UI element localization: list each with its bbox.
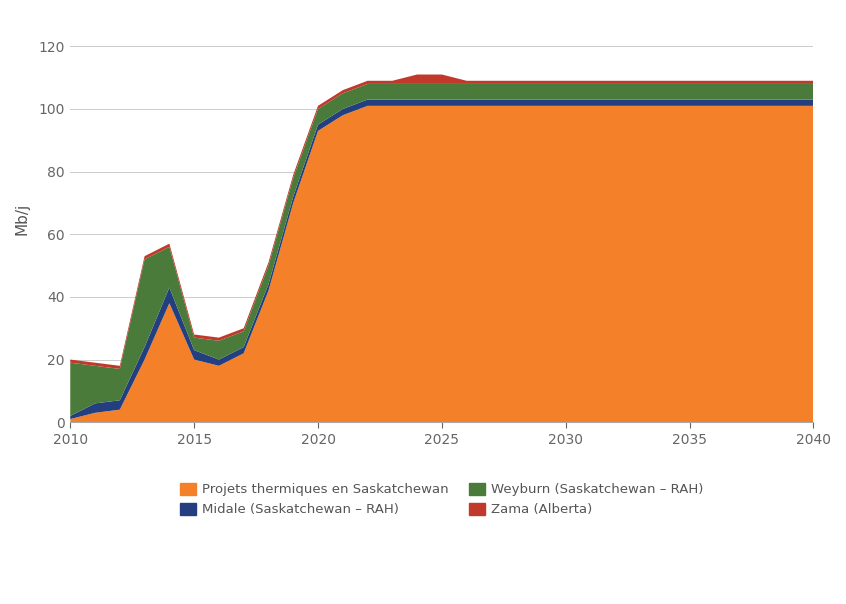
Y-axis label: Mb/j: Mb/j bbox=[15, 202, 30, 235]
Legend: Projets thermiques en Saskatchewan, Midale (Saskatchewan – RAH), Weyburn (Saskat: Projets thermiques en Saskatchewan, Mida… bbox=[175, 478, 709, 522]
